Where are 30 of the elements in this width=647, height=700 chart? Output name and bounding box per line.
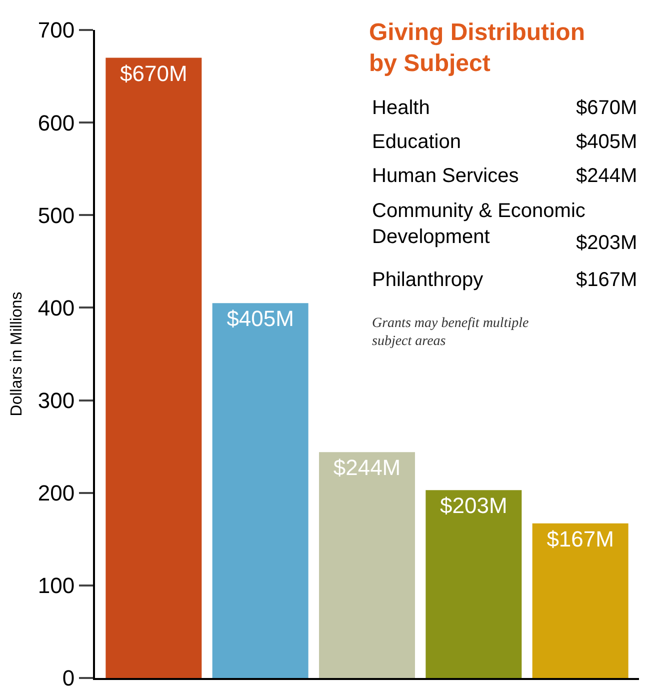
- annotation: $405M: [576, 131, 638, 153]
- annotation: Health: [372, 97, 430, 119]
- data-label: $670M: [120, 60, 188, 86]
- annotation: $244M: [576, 165, 638, 187]
- data-label: $405M: [226, 306, 294, 332]
- chart-title: Giving Distribution by Subject: [369, 19, 585, 78]
- annotation: $203M: [576, 232, 638, 254]
- annotation: Human Services: [372, 165, 519, 187]
- y-tick-label: 500: [38, 202, 75, 228]
- annotation: $167M: [576, 269, 638, 291]
- bar: [426, 490, 522, 678]
- y-tick-label: 100: [38, 573, 75, 598]
- bar: [532, 523, 628, 678]
- y-tick-label: 0: [62, 666, 75, 691]
- annotation: $670M: [576, 97, 638, 119]
- data-label: $244M: [333, 455, 401, 480]
- data-label: $203M: [440, 493, 508, 518]
- annotation: Education: [372, 131, 461, 153]
- annotation: Grants may benefit multiple subject areas: [372, 316, 529, 350]
- y-tick-label: 600: [38, 110, 75, 136]
- bar: [106, 58, 202, 678]
- y-tick-label: 200: [38, 480, 75, 506]
- y-tick-label: 400: [38, 295, 75, 320]
- annotation: Philanthropy: [372, 269, 484, 291]
- data-label: $167M: [546, 526, 614, 552]
- y-tick-label: 700: [38, 18, 75, 43]
- y-axis-title: Dollars in Millions: [8, 292, 26, 416]
- bar: [212, 303, 308, 678]
- y-tick-label: 300: [38, 388, 75, 413]
- bar: [319, 452, 415, 678]
